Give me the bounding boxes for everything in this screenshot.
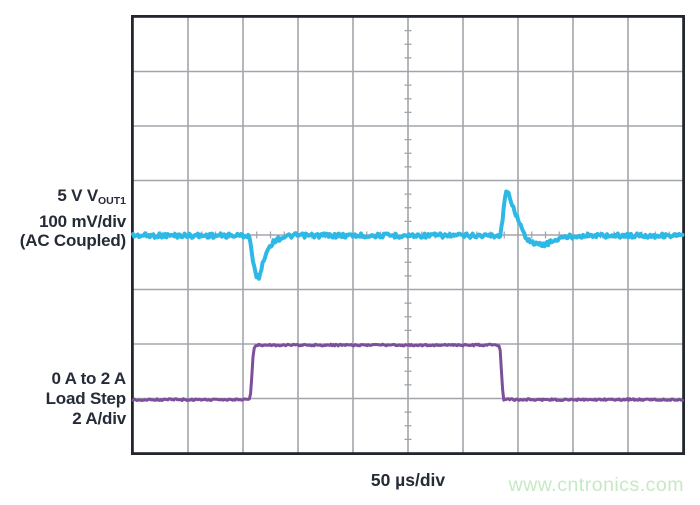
- channel2-name: Load Step: [45, 389, 127, 408]
- trace-load: [131, 342, 685, 402]
- channel1-name: 5 V VOUT1: [0, 186, 126, 212]
- channel2-scale: 2 A/div: [72, 409, 126, 428]
- oscilloscope-plot: [131, 15, 685, 455]
- channel1-name-subscript: OUT1: [97, 195, 126, 207]
- watermark: www.cntronics.com: [508, 474, 684, 496]
- channel1-coupling: (AC Coupled): [19, 231, 126, 250]
- timebase-label: 50 µs/div: [370, 470, 446, 490]
- trace-vout1: [131, 189, 685, 281]
- channel1-label: 5 V VOUT1 100 mV/div (AC Coupled): [0, 186, 126, 251]
- channel2-range: 0 A to 2 A: [51, 369, 126, 388]
- channel2-label: 0 A to 2 A Load Step 2 A/div: [0, 369, 127, 429]
- channel1-name-text: 5 V V: [57, 186, 98, 205]
- channel1-scale: 100 mV/div: [39, 211, 126, 231]
